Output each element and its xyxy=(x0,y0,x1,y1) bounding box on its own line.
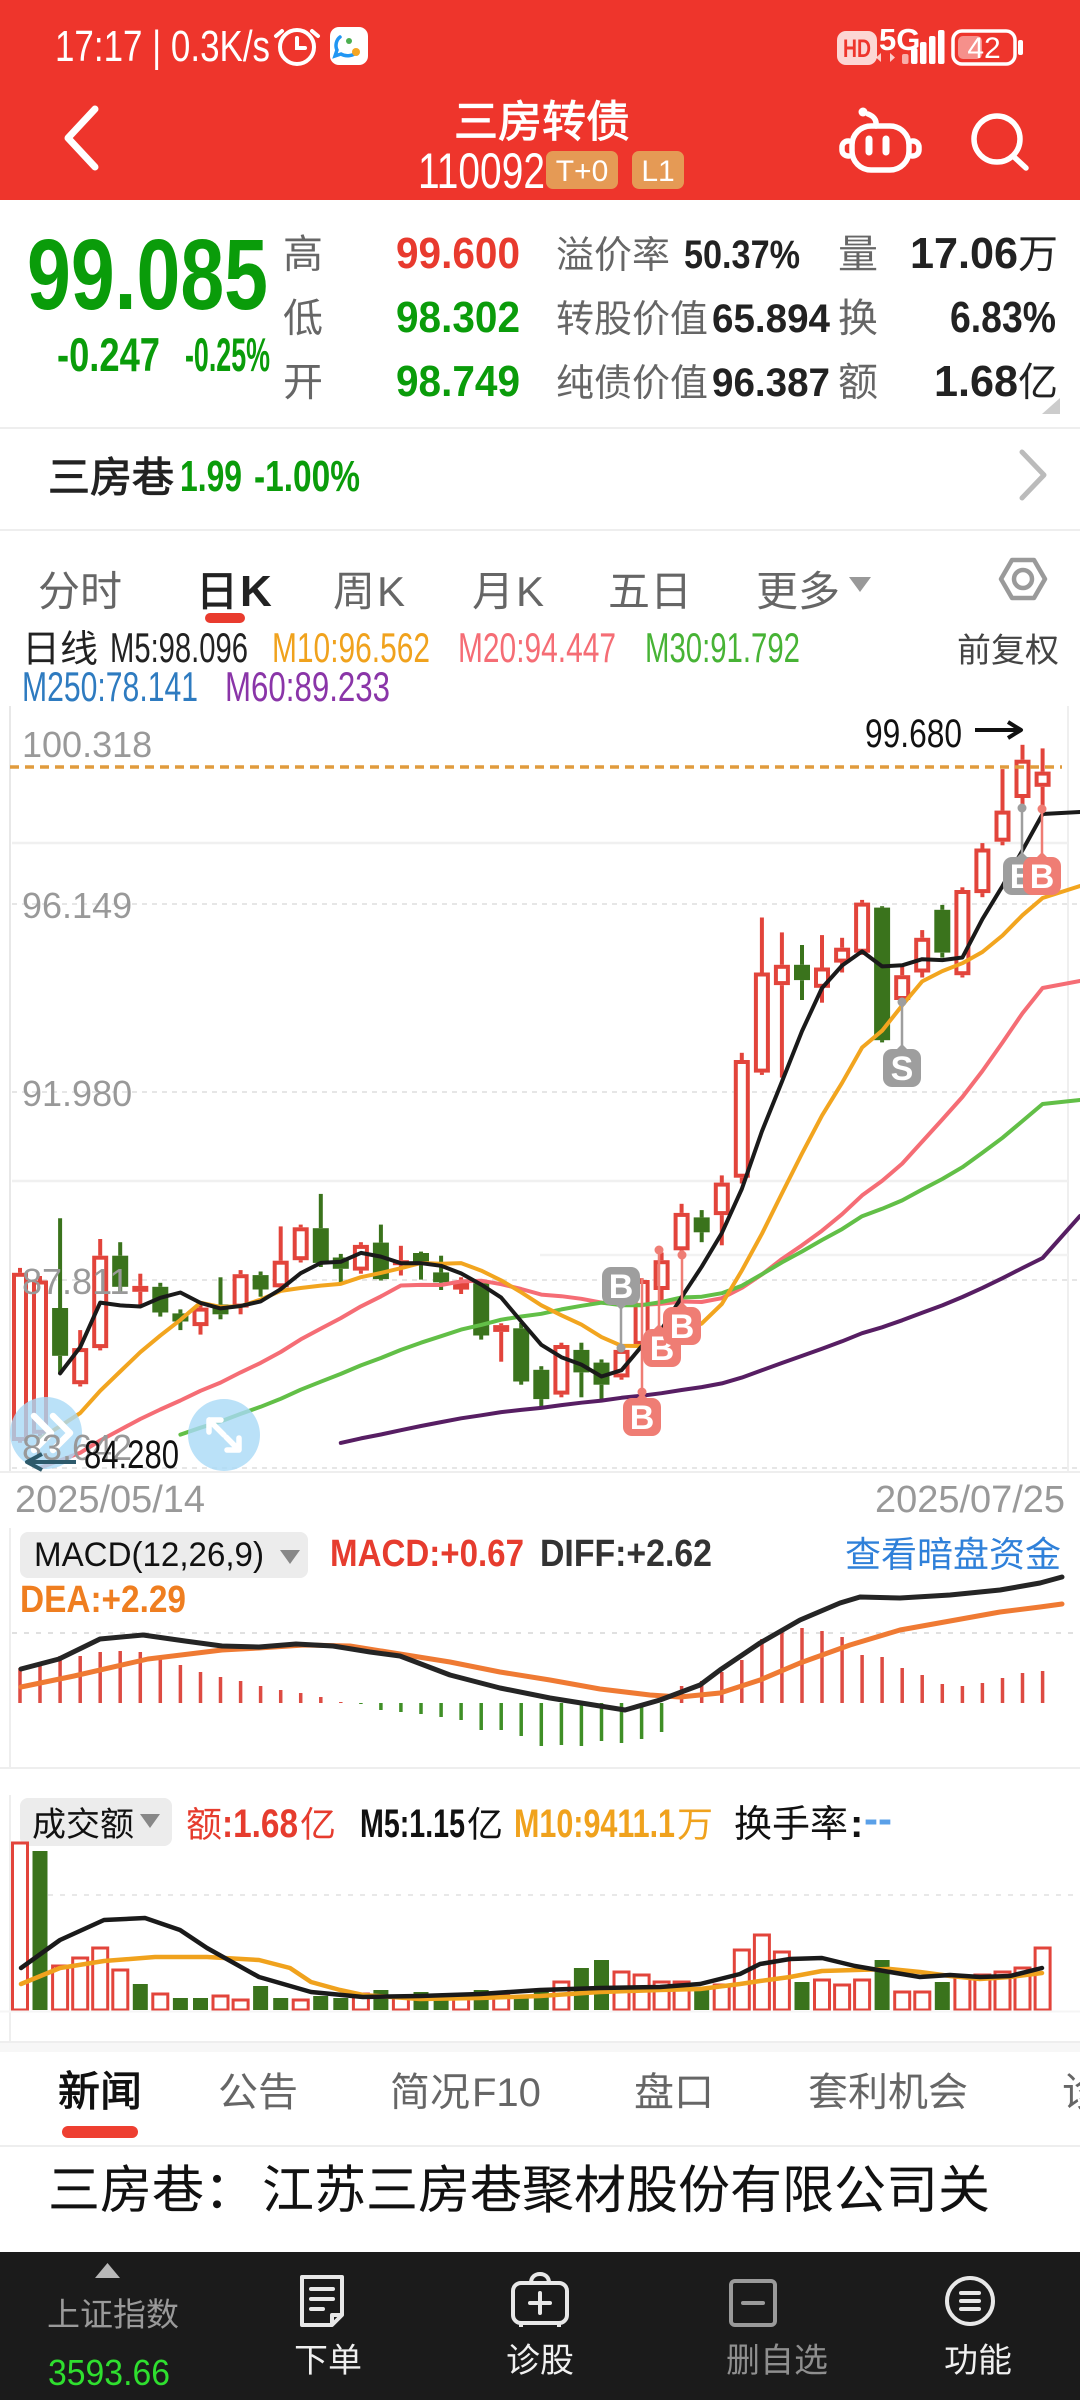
svg-text:100.318: 100.318 xyxy=(22,724,152,765)
svg-text:1.99: 1.99 xyxy=(180,452,242,501)
svg-text:-0.25%: -0.25% xyxy=(185,328,270,381)
svg-text::: : xyxy=(850,1802,863,1846)
svg-text:L1: L1 xyxy=(641,155,674,188)
svg-text:MACD(12,26,9): MACD(12,26,9) xyxy=(34,1536,264,1574)
svg-text:42: 42 xyxy=(967,32,1000,65)
svg-text:M60:89.233: M60:89.233 xyxy=(225,663,390,710)
svg-text:DIFF:+2.62: DIFF:+2.62 xyxy=(540,1533,712,1575)
svg-text::1.68: :1.68 xyxy=(222,1802,298,1846)
svg-text:S: S xyxy=(891,1050,914,1088)
svg-text:--: -- xyxy=(864,1795,892,1842)
svg-text:1.68: 1.68 xyxy=(934,357,1018,406)
svg-text:99.680: 99.680 xyxy=(865,712,962,756)
svg-text:B: B xyxy=(630,1399,655,1437)
svg-text:96.149: 96.149 xyxy=(22,885,132,926)
svg-text:M10:9411.1: M10:9411.1 xyxy=(514,1802,675,1846)
svg-text:M5:98.096: M5:98.096 xyxy=(110,624,248,671)
svg-text:K: K xyxy=(377,568,405,615)
svg-text:2025/07/25: 2025/07/25 xyxy=(875,1479,1065,1521)
svg-text:K: K xyxy=(240,567,272,616)
svg-text:M30:91.792: M30:91.792 xyxy=(645,624,800,671)
svg-text:99.600: 99.600 xyxy=(396,229,520,278)
svg-text:F10: F10 xyxy=(472,2071,541,2115)
svg-text:-1.00%: -1.00% xyxy=(254,452,360,501)
svg-text:M20:94.447: M20:94.447 xyxy=(458,624,616,671)
svg-text:87.811: 87.811 xyxy=(22,1261,129,1302)
svg-text:-0.247: -0.247 xyxy=(57,328,160,381)
svg-text:99.085: 99.085 xyxy=(27,219,268,331)
svg-text:M250:78.141: M250:78.141 xyxy=(22,663,198,710)
svg-text:B: B xyxy=(670,1308,695,1346)
svg-text:DEA:+2.29: DEA:+2.29 xyxy=(20,1579,186,1621)
svg-text:17.06: 17.06 xyxy=(910,229,1018,278)
svg-text:98.749: 98.749 xyxy=(396,357,520,406)
svg-text:50.37%: 50.37% xyxy=(684,233,800,277)
svg-text:MACD:+0.67: MACD:+0.67 xyxy=(330,1533,524,1575)
svg-text:65.894: 65.894 xyxy=(712,297,831,341)
svg-text:M10:96.562: M10:96.562 xyxy=(272,624,430,671)
svg-text:2025/05/14: 2025/05/14 xyxy=(15,1479,205,1521)
svg-text:6.83%: 6.83% xyxy=(950,293,1056,342)
svg-text:17:17 | 0.3K/s: 17:17 | 0.3K/s xyxy=(55,22,270,71)
svg-text:B: B xyxy=(1030,858,1055,896)
svg-text:HD: HD xyxy=(843,35,871,63)
svg-text:T+0: T+0 xyxy=(556,155,609,188)
svg-text:110092: 110092 xyxy=(418,143,545,199)
svg-text:3593.66: 3593.66 xyxy=(48,2352,170,2393)
svg-text:B: B xyxy=(609,1268,634,1306)
svg-text:91.980: 91.980 xyxy=(22,1073,132,1114)
svg-text:K: K xyxy=(516,568,544,615)
svg-text:96.387: 96.387 xyxy=(712,361,830,405)
svg-text:84.280: 84.280 xyxy=(84,1433,179,1477)
svg-text:M5:1.15: M5:1.15 xyxy=(360,1802,465,1846)
svg-text:98.302: 98.302 xyxy=(396,293,520,342)
